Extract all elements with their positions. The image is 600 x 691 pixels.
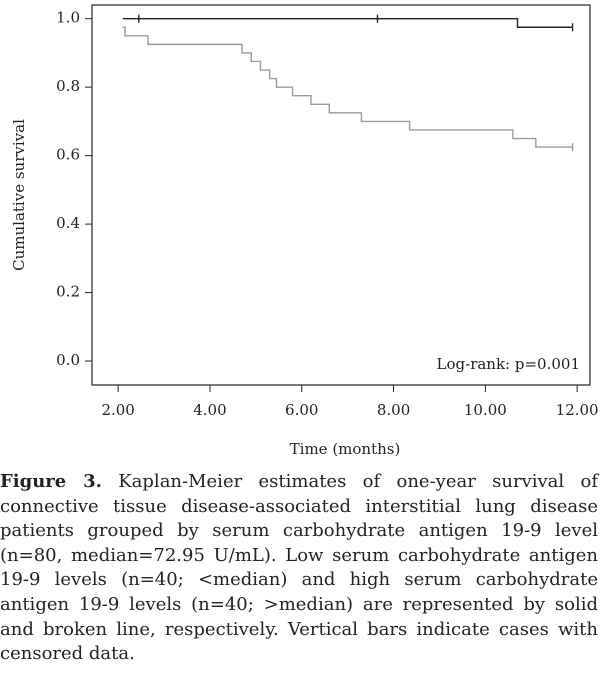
annotation: Log-rank: p=0.001 bbox=[437, 355, 580, 373]
x-tick-label: 6.00 bbox=[285, 401, 318, 419]
x-tick-label: 8.00 bbox=[377, 401, 410, 419]
caption-label: Figure 3. bbox=[0, 471, 102, 492]
x-tick-label: 2.00 bbox=[101, 401, 134, 419]
survival-curve bbox=[122, 26, 573, 148]
x-axis-label: Time (months) bbox=[290, 440, 401, 458]
chart: Cumulative survival Time (months) Log-ra… bbox=[10, 4, 599, 458]
y-tick-label: 0.4 bbox=[56, 214, 80, 232]
caption-text: Kaplan-Meier estimates of one-year survi… bbox=[0, 471, 598, 665]
y-tick-label: 0.2 bbox=[56, 283, 80, 301]
x-tick-label: 4.00 bbox=[193, 401, 226, 419]
y-tick-label: 0.6 bbox=[56, 146, 80, 164]
y-tick-label: 1.0 bbox=[56, 9, 80, 27]
plot-frame bbox=[91, 4, 591, 386]
y-tick-label: 0.0 bbox=[56, 351, 80, 369]
survival-curve bbox=[122, 17, 573, 28]
x-tick-label: 12.00 bbox=[556, 401, 599, 419]
caption: Figure 3. Kaplan-Meier estimates of one-… bbox=[0, 470, 598, 667]
y-tick-label: 0.8 bbox=[56, 77, 80, 95]
x-tick-label: 10.00 bbox=[464, 401, 507, 419]
y-axis-label: Cumulative survival bbox=[10, 119, 28, 271]
